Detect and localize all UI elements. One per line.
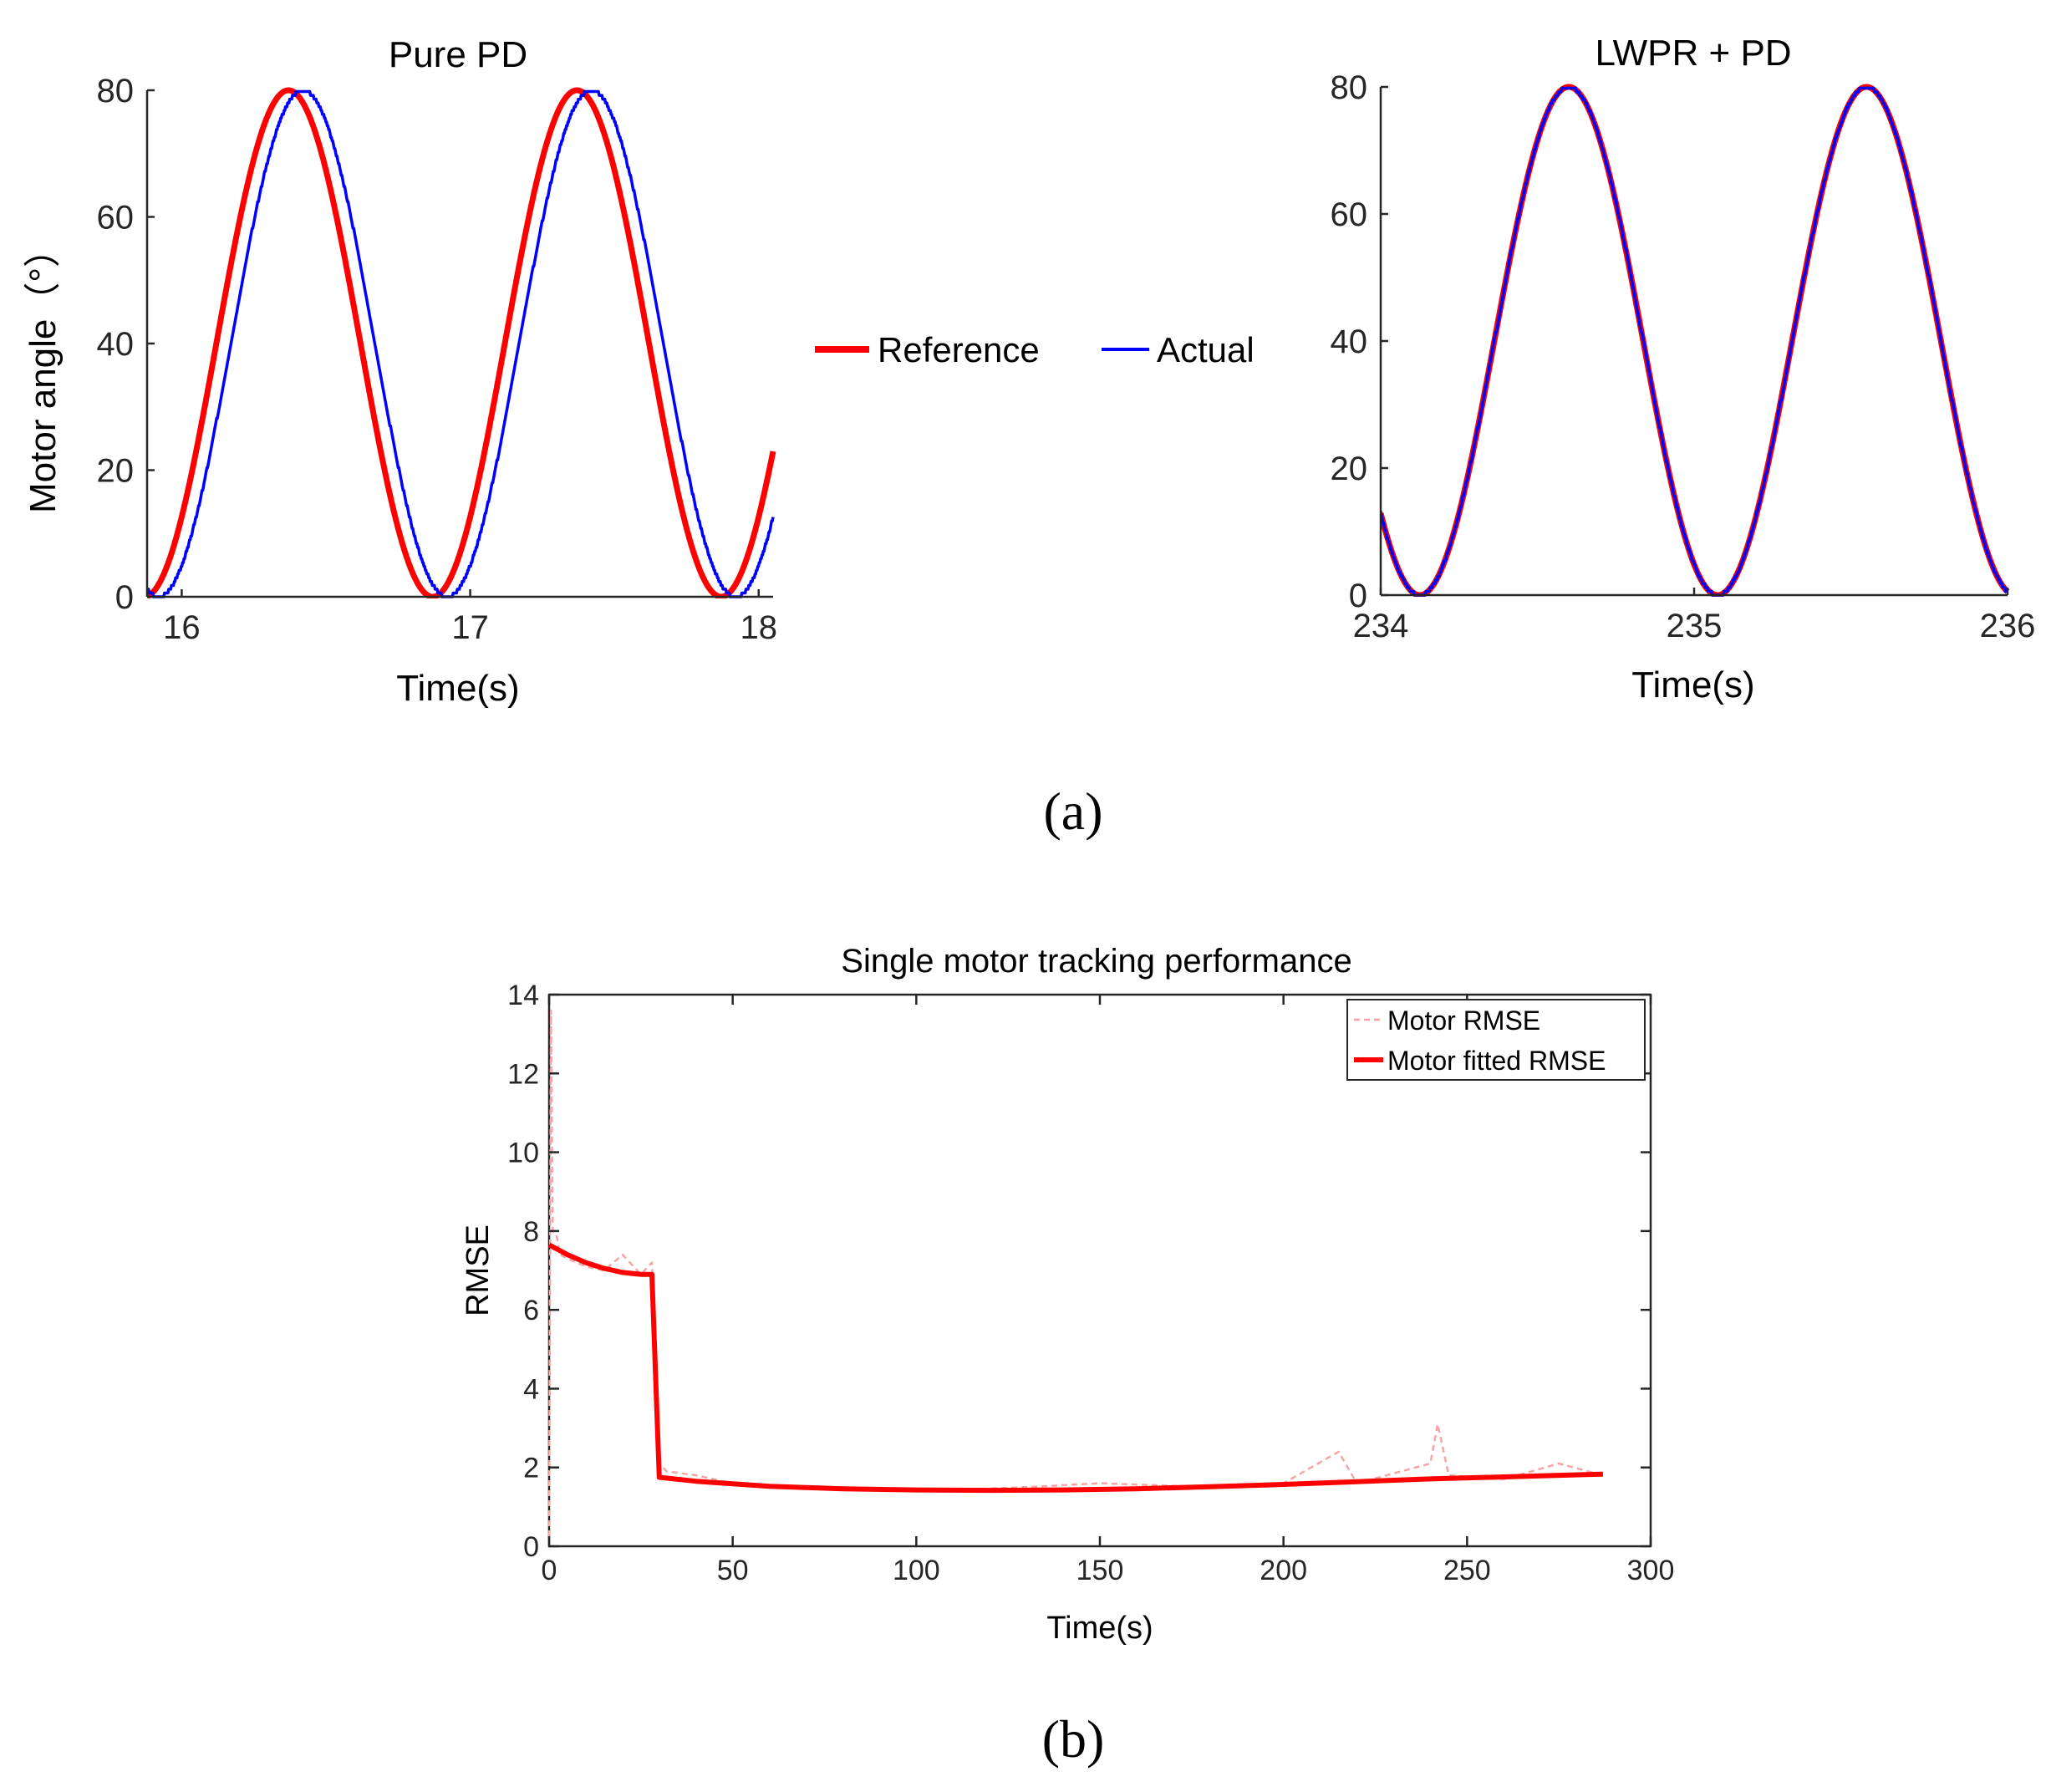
legend-motor-rmse-label: Motor RMSE [1387, 1005, 1540, 1036]
x-tick-label: 100 [893, 1555, 940, 1586]
x-tick-label: 250 [1443, 1555, 1491, 1586]
x-axis-label: Time(s) [396, 668, 519, 709]
legend-actual-label: Actual [1157, 330, 1255, 369]
caption-a: (a) [1043, 781, 1102, 841]
caption-b: (b) [1042, 1709, 1105, 1769]
legend-fitted-label: Motor fitted RMSE [1387, 1046, 1606, 1076]
series-line-actual [1381, 86, 2008, 597]
x-tick-label: 234 [1353, 608, 1409, 644]
series-line-motor-fitted-rmse [547, 1242, 1603, 1494]
series-line-actual [147, 89, 775, 598]
x-tick-label: 300 [1627, 1555, 1675, 1586]
chart-title: Single motor tracking performance [841, 943, 1351, 980]
x-tick-label: 17 [451, 609, 489, 646]
y-tick-label: 40 [97, 326, 135, 363]
plot-pure-pd: Pure PD 16 17 18 0 20 40 60 80 Time(s) Motor an… [23, 34, 777, 709]
chart-title: Pure PD [389, 34, 527, 75]
y-tick-label: 40 [1331, 323, 1368, 360]
caption-b-text: (b) [1042, 1709, 1105, 1769]
y-tick-label: 4 [523, 1373, 539, 1405]
x-tick-label: 16 [163, 609, 201, 646]
plot-area [147, 87, 776, 598]
y-tick-label: 0 [523, 1531, 539, 1563]
x-tick-label: 200 [1260, 1555, 1307, 1586]
caption-a-text: (a) [1043, 781, 1102, 841]
legend-box [1346, 999, 1646, 1081]
y-tick-label: 10 [507, 1138, 539, 1169]
x-axis-label: Time(s) [1046, 1611, 1153, 1646]
y-tick-label: 12 [507, 1058, 539, 1090]
plot-area [1381, 84, 2010, 597]
ticks: 16 17 18 0 20 40 60 80 [97, 73, 777, 646]
x-tick-label: 150 [1076, 1555, 1124, 1586]
y-tick-label: 0 [1349, 578, 1367, 614]
y-tick-label: 60 [1331, 196, 1368, 233]
y-tick-label: 20 [97, 453, 135, 490]
y-axis-label: Motor angle（°） [23, 231, 64, 513]
plot-box [547, 993, 1652, 1548]
plot-area [547, 1009, 1604, 1547]
ticks: 234 235 236 0 20 40 60 80 [1331, 69, 2036, 644]
y-tick-label: 0 [115, 579, 134, 616]
y-tick-label: 20 [1331, 451, 1368, 487]
y-tick-label: 80 [97, 73, 135, 109]
y-axis-label: RMSE [461, 1224, 496, 1316]
series-line-reference [147, 87, 776, 598]
x-tick-label: 50 [717, 1555, 749, 1586]
legend-b: Motor RMSE Motor fitted RMSE [1346, 999, 1646, 1081]
legend-a: Reference Actual [815, 330, 1255, 369]
x-tick-label: 236 [1980, 608, 2036, 644]
x-tick-label: 18 [740, 609, 777, 646]
chart-title: LWPR + PD [1595, 33, 1791, 74]
series-line-reference [1381, 84, 2010, 597]
x-tick-label: 0 [542, 1555, 557, 1586]
y-tick-label: 6 [523, 1295, 539, 1326]
x-tick-label: 235 [1667, 608, 1723, 644]
ticks: 0 50 100 150 200 250 300 0 2 4 6 8 10 12 14 [507, 980, 1674, 1586]
y-tick-label: 14 [507, 980, 539, 1011]
y-tick-label: 2 [523, 1453, 539, 1484]
x-axis-label: Time(s) [1631, 664, 1754, 705]
legend-reference-label: Reference [878, 330, 1040, 369]
plot-lwpr-pd: LWPR + PD 234 235 236 0 20 40 60 80 Time(s) [1331, 33, 2036, 705]
y-tick-label: 8 [523, 1216, 539, 1248]
y-tick-label: 80 [1331, 69, 1368, 106]
y-tick-label: 60 [97, 200, 135, 237]
plot-rmse: Single motor tracking performance 0 50 100… [461, 943, 1674, 1646]
